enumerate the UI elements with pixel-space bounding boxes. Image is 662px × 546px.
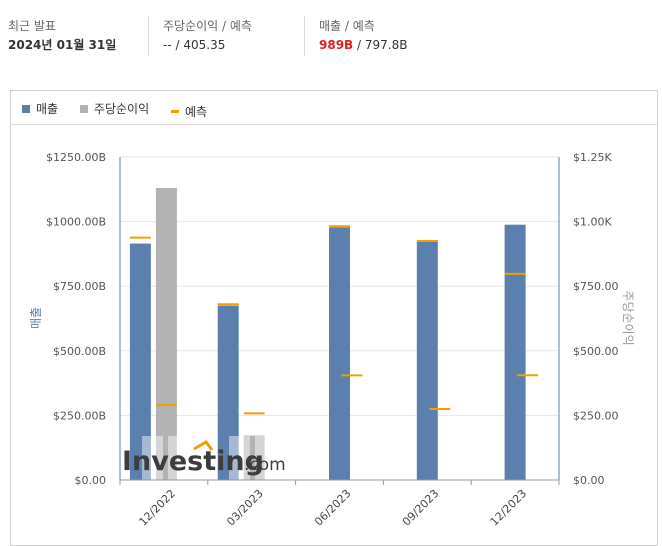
- revenue-summary: 매출 / 예측 989B / 797.8B: [319, 18, 407, 54]
- forecast-swatch: [170, 109, 179, 113]
- earnings-summary: 최근 발표 2024년 01월 31일 주당순이익 / 예측 -- / 405.…: [0, 0, 662, 70]
- eps-label: 주당순이익 / 예측: [163, 19, 252, 33]
- eps-summary: 주당순이익 / 예측 -- / 405.35: [163, 18, 252, 54]
- legend-divider: [11, 124, 657, 125]
- summary-divider: [148, 16, 149, 56]
- revenue-values: 989B / 797.8B: [319, 36, 407, 54]
- summary-divider: [304, 16, 305, 56]
- revenue-label: 매출 / 예측: [319, 19, 375, 33]
- latest-release-date: 2024년 01월 31일: [8, 38, 117, 52]
- legend-label-forecast: 예측: [184, 104, 208, 119]
- eps-forecast: / 405.35: [171, 38, 226, 52]
- legend-item-forecast[interactable]: 예측: [170, 103, 208, 120]
- legend-label-revenue: 매출: [36, 102, 59, 116]
- chart-panel: [10, 90, 658, 546]
- legend-item-eps[interactable]: 주당순이익: [79, 100, 150, 117]
- revenue-value: 989B: [319, 38, 354, 52]
- legend-label-eps: 주당순이익: [93, 102, 150, 116]
- legend-item-revenue[interactable]: 매출: [22, 100, 58, 117]
- eps-values: -- / 405.35: [163, 36, 252, 54]
- chart-legend: 매출 주당순이익 예측: [22, 100, 225, 120]
- revenue-forecast: / 797.8B: [353, 38, 408, 52]
- latest-release: 최근 발표 2024년 01월 31일: [8, 18, 116, 54]
- revenue-swatch: [22, 104, 30, 113]
- eps-swatch: [79, 104, 88, 113]
- eps-value: --: [163, 38, 172, 52]
- latest-release-label: 최근 발표: [8, 19, 56, 33]
